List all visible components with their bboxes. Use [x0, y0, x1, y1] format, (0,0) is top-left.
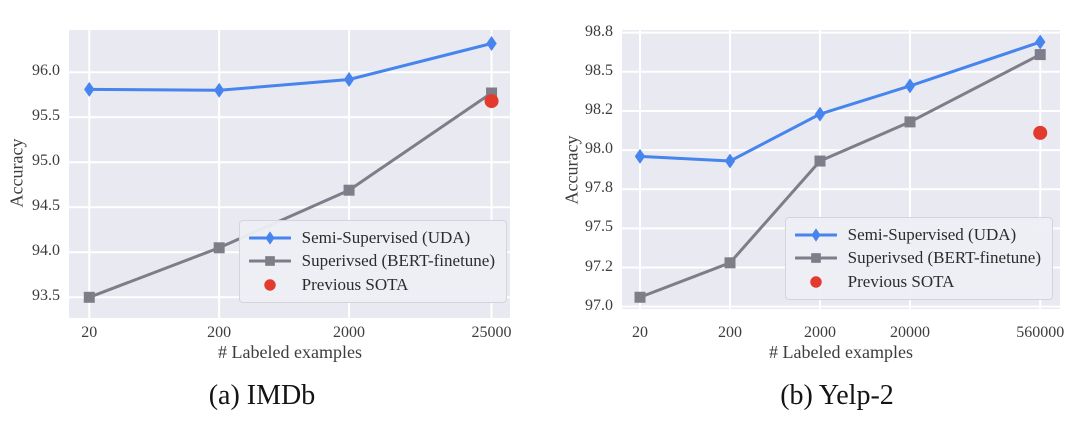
legend-label: Semi-Supervised (UDA)	[847, 224, 1017, 244]
square-marker	[904, 116, 916, 128]
legend-item: Previous SOTA	[249, 275, 495, 295]
diamond-legend-handle-icon	[794, 228, 837, 242]
sota-point	[484, 94, 499, 109]
x-axis-label-imdb: # Labeled examples	[218, 342, 362, 362]
x-tick-label: 200	[717, 324, 742, 341]
x-tick-label: 25000	[471, 324, 512, 341]
plot-area-yelp2: 97.0 97.2 97.5 97.8 98.0 98.2 98.5 98.8 20 200 200…	[585, 23, 1064, 340]
square-legend-handle-icon	[248, 256, 291, 267]
plot-area-imdb: 93.5 94.0 94.5 95.0 95.5 96.0 20 200 2000 25000 Se…	[32, 30, 512, 341]
square-legend-handle-icon	[794, 253, 837, 264]
square-marker	[83, 291, 95, 303]
diamond-marker	[1035, 34, 1046, 50]
circle-legend-handle-icon	[263, 279, 276, 291]
y-tick-label: 95.0	[32, 152, 60, 170]
diamond-marker	[343, 72, 355, 87]
diamond-marker	[634, 148, 646, 164]
square-marker	[1034, 49, 1046, 61]
y-tick-label: 96.0	[32, 62, 60, 80]
subfigure-imdb: Accuracy 93.5 94.0 94.5 95.0 95.5 96.0 20 200 20…	[6, 30, 512, 411]
legend-label: Superivsed (BERT-finetune)	[301, 251, 495, 271]
series-line	[87, 91, 494, 299]
series-line	[638, 40, 1042, 163]
diamond-marker	[213, 82, 225, 98]
y-tick-label: 93.5	[32, 287, 60, 305]
legend-label: Previous SOTA	[301, 274, 409, 294]
y-tick-label: 97.5	[585, 218, 613, 236]
diamond-marker	[265, 231, 275, 245]
y-tick-label: 98.0	[585, 140, 613, 158]
caption-yelp2: (b) Yelp-2	[780, 380, 894, 411]
x-tick-label: 2000	[333, 324, 366, 341]
legend: Semi-Supervised (UDA) Superivsed (BERT-fi…	[238, 219, 507, 303]
legend-item: Superivsed (BERT-finetune)	[794, 248, 1041, 268]
square-marker	[486, 87, 498, 99]
legend-item: Semi-Supervised (UDA)	[248, 227, 495, 248]
diamond-marker	[814, 106, 826, 122]
circle-marker	[809, 276, 822, 288]
x-tick-label: 20	[81, 324, 98, 341]
x-axis-label-yelp2: # Labeled examples	[769, 342, 913, 362]
subfigure-yelp2: Accuracy 97.0 97.2 97.5 97.8 98.0 98.2 98.5 98.…	[540, 0, 1080, 430]
legend-item: Previous SOTA	[795, 272, 1041, 292]
square-marker	[634, 291, 646, 303]
y-tick-label: 95.5	[32, 107, 60, 125]
legend-label: Previous SOTA	[847, 271, 955, 291]
plot-canvas	[69, 30, 510, 318]
diamond-legend-handle-icon	[248, 231, 291, 245]
legend-label: Superivsed (BERT-finetune)	[847, 248, 1041, 268]
y-tick-label: 98.5	[585, 61, 613, 79]
diamond-marker	[486, 36, 497, 51]
square-marker	[264, 256, 275, 267]
legend-label: Semi-Supervised (UDA)	[301, 227, 471, 247]
legend: Semi-Supervised (UDA) Superivsed (BERT-fi…	[784, 216, 1053, 300]
y-tick-label: 98.2	[585, 101, 613, 119]
y-tick-label: 94.5	[32, 197, 60, 215]
x-tick-label: 2000	[803, 324, 836, 341]
diamond-marker	[84, 81, 95, 97]
diamond-marker	[811, 228, 821, 242]
square-marker	[814, 155, 826, 167]
x-tick-label: 20	[632, 324, 648, 341]
sota-point	[1033, 125, 1048, 140]
square-marker	[213, 242, 225, 254]
square-marker	[343, 184, 355, 196]
y-tick-label: 97.2	[585, 257, 613, 275]
square-marker	[724, 257, 736, 269]
y-axis-label-yelp2: Accuracy	[561, 135, 582, 205]
circle-marker	[263, 279, 276, 291]
y-axis-label-imdb: Accuracy	[6, 138, 27, 208]
square-marker	[810, 253, 821, 264]
legend-item: Semi-Supervised (UDA)	[794, 224, 1041, 245]
caption-imdb: (a) IMDb	[208, 380, 316, 411]
diamond-marker	[724, 153, 736, 169]
diamond-marker	[904, 78, 916, 94]
y-tick-label: 94.0	[32, 242, 60, 260]
y-tick-label: 97.8	[585, 179, 613, 197]
x-tick-label: 20000	[889, 324, 930, 341]
x-tick-label: 560000	[1016, 324, 1065, 341]
y-tick-label: 98.8	[585, 22, 613, 40]
series-line	[87, 42, 494, 92]
x-tick-label: 200	[207, 324, 232, 341]
circle-legend-handle-icon	[809, 276, 822, 288]
legend-item: Superivsed (BERT-finetune)	[248, 251, 495, 271]
y-tick-label: 97.0	[585, 296, 613, 314]
